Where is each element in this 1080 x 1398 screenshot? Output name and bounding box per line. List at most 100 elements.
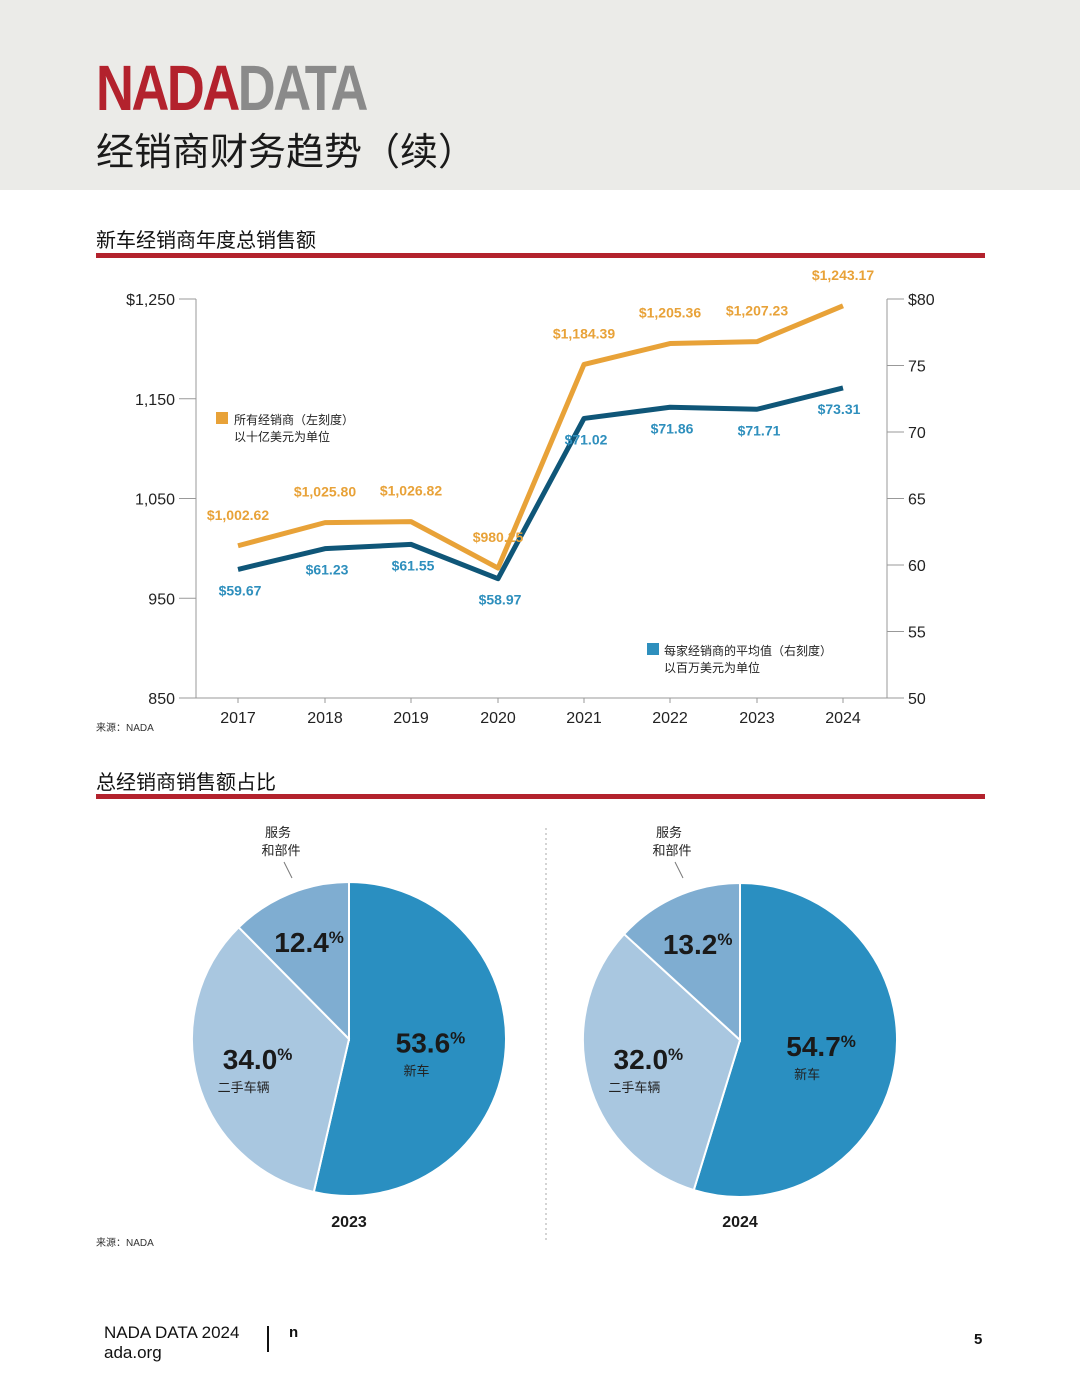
brand-logo: NADADATA	[96, 56, 368, 120]
data-label-average: $73.31	[818, 401, 861, 417]
pie-value-percent: %	[717, 930, 732, 949]
pie-value-number: 53.6	[396, 1027, 451, 1058]
pie-slice	[237, 880, 350, 1042]
pie-value-label: 54.7%	[786, 1031, 856, 1062]
data-label-average: $71.86	[651, 420, 694, 436]
left-tick-label: 850	[148, 691, 175, 708]
legend-sub-average: 以百万美元为单位	[664, 660, 760, 675]
line-section-title: 新车经销商年度总销售额	[96, 230, 316, 252]
pie-leader-line	[283, 861, 293, 879]
data-label-total: $1,205.36	[639, 305, 701, 321]
pie-slice-label: 二手车辆	[608, 1080, 660, 1095]
pie-slice-label: 和部件	[261, 843, 300, 858]
pie-value-label: 53.6%	[396, 1027, 466, 1058]
pie-value-label: 34.0%	[223, 1044, 293, 1075]
pie-slice	[582, 932, 742, 1192]
data-label-average: $71.71	[738, 422, 781, 438]
pie-slice-label: 新车	[794, 1067, 820, 1082]
pie-section-title: 总经销商销售额占比	[96, 772, 276, 794]
legend-swatch-total	[216, 412, 228, 424]
pie-value-number: 12.4	[274, 927, 329, 958]
data-label-average: $59.67	[219, 582, 262, 598]
pie-slice-label: 服务	[656, 825, 682, 840]
line-section-rule	[96, 253, 985, 258]
right-tick-label: 65	[908, 492, 926, 509]
data-label-total: $1,207.23	[726, 303, 788, 319]
pie-value-number: 34.0	[223, 1044, 278, 1075]
pie-value-percent: %	[841, 1032, 856, 1051]
pie-value-label: 13.2%	[663, 929, 733, 960]
left-tick-label: 1,050	[135, 492, 175, 509]
footer-link[interactable]: ada.org	[104, 1343, 162, 1362]
pie-value-number: 54.7	[786, 1031, 841, 1062]
series-line-total	[237, 303, 844, 571]
pie-slice-label: 新车	[403, 1063, 429, 1078]
pie-leader-line	[674, 861, 684, 879]
data-label-total: $1,026.82	[380, 483, 442, 499]
pie-slice-label: 和部件	[652, 843, 691, 858]
right-tick-label: 55	[908, 625, 926, 642]
pie-section-rule	[96, 794, 985, 799]
legend-sub-total: 以十亿美元为单位	[234, 429, 330, 444]
pie-slice	[692, 881, 898, 1198]
legend-label-average: 每家经销商的平均值（右刻度）	[664, 643, 832, 658]
pie-slice-label: 二手车辆	[218, 1080, 270, 1095]
pie-value-label: 12.4%	[274, 927, 344, 958]
right-tick-label: 75	[908, 359, 926, 376]
x-tick-label: 2018	[307, 710, 343, 727]
pie-value-percent: %	[329, 928, 344, 947]
line-chart-source: 来源：NADA	[96, 723, 154, 734]
right-tick-label: 60	[908, 558, 926, 575]
pie-year-label: 2024	[722, 1214, 758, 1231]
pie-value-percent: %	[277, 1045, 292, 1064]
data-label-total: $1,243.17	[812, 270, 874, 283]
pie-slice	[622, 881, 741, 1043]
pie-value-number: 32.0	[614, 1044, 669, 1075]
data-label-average: $61.55	[392, 557, 435, 573]
right-tick-label: 70	[908, 425, 926, 442]
left-tick-label: 1,150	[135, 392, 175, 409]
x-tick-label: 2022	[652, 710, 688, 727]
data-label-total: $1,002.62	[207, 507, 269, 523]
pie-slice-label: 服务	[265, 825, 291, 840]
left-tick-label: $1,250	[126, 292, 175, 309]
pie-value-number: 13.2	[663, 929, 718, 960]
left-tick-label: 950	[148, 591, 175, 608]
series-line-average	[237, 385, 844, 582]
data-label-total: $1,025.80	[294, 484, 356, 500]
legend-label-total: 所有经销商（左刻度）	[234, 412, 354, 427]
x-tick-label: 2017	[220, 710, 256, 727]
right-tick-label: 50	[908, 691, 926, 708]
x-tick-label: 2023	[739, 710, 775, 727]
pie-slice	[312, 880, 507, 1197]
x-tick-label: 2020	[480, 710, 516, 727]
data-label-average: $71.02	[565, 431, 608, 447]
brand-nada: NADA	[96, 52, 240, 124]
header-band	[0, 0, 1080, 190]
pie-year-label: 2023	[331, 1214, 367, 1231]
footer-mark: n	[289, 1324, 299, 1341]
data-label-total: $1,184.39	[553, 325, 615, 341]
x-tick-label: 2024	[825, 710, 861, 727]
brand-data: DATA	[237, 52, 369, 124]
pie-slice	[191, 925, 351, 1194]
pie-value-label: 32.0%	[614, 1044, 684, 1075]
pie-chart-source: 来源：NADA	[96, 1238, 154, 1249]
x-tick-label: 2019	[393, 710, 429, 727]
data-label-average: $58.97	[479, 592, 522, 608]
data-label-average: $61.23	[306, 562, 349, 578]
line-chart: $1,250 1,150 1,050 950 850 $80 75 70 65 60 55 50 201…	[126, 270, 935, 727]
legend-swatch-average	[647, 643, 659, 655]
data-label-total: $980.25	[473, 529, 524, 545]
x-tick-label: 2021	[566, 710, 602, 727]
footer-divider	[267, 1326, 269, 1352]
pie-value-percent: %	[450, 1028, 465, 1047]
footer-title: NADA DATA 2024	[104, 1323, 240, 1342]
footer-publication: NADA DATA 2024 ada.org	[104, 1323, 239, 1363]
pie-value-percent: %	[668, 1045, 683, 1064]
right-tick-label: $80	[908, 292, 935, 309]
page-title: 经销商财务趋势（续）	[96, 132, 477, 174]
